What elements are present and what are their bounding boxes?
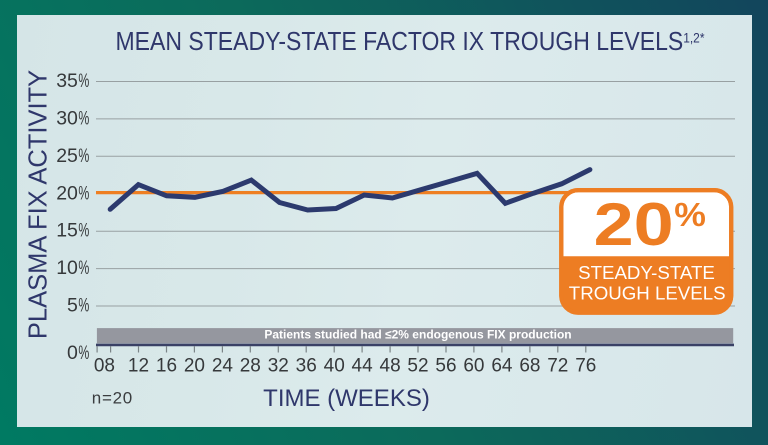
svg-text:32: 32 <box>268 355 289 376</box>
svg-text:%: % <box>78 295 89 317</box>
svg-text:08: 08 <box>94 355 115 376</box>
svg-text:44: 44 <box>352 355 374 376</box>
svg-text:12: 12 <box>128 355 149 376</box>
svg-text:%: % <box>78 220 89 242</box>
svg-text:72: 72 <box>547 355 568 376</box>
svg-text:0: 0 <box>67 342 78 364</box>
svg-text:%: % <box>78 257 89 279</box>
svg-text:40: 40 <box>324 355 345 376</box>
svg-text:76: 76 <box>575 355 596 376</box>
svg-text:%: % <box>674 197 706 234</box>
svg-text:PLASMA FIX ACTIVITY: PLASMA FIX ACTIVITY <box>25 70 53 339</box>
svg-text:35: 35 <box>56 70 78 92</box>
svg-text:20: 20 <box>594 191 674 258</box>
svg-text:25: 25 <box>56 145 78 167</box>
svg-text:30: 30 <box>56 107 78 129</box>
svg-text:52: 52 <box>407 355 428 376</box>
svg-text:TIME (WEEKS): TIME (WEEKS) <box>263 385 430 412</box>
svg-text:%: % <box>78 183 89 205</box>
svg-text:%: % <box>78 108 89 130</box>
svg-text:36: 36 <box>296 355 317 376</box>
svg-text:28: 28 <box>240 355 261 376</box>
svg-text:15: 15 <box>56 220 78 242</box>
svg-text:%: % <box>78 70 89 92</box>
svg-text:20: 20 <box>56 182 78 204</box>
svg-text:16: 16 <box>156 355 177 376</box>
svg-text:48: 48 <box>380 355 401 376</box>
svg-text:64: 64 <box>491 355 513 376</box>
svg-text:%: % <box>78 342 89 364</box>
svg-text:Patients studied had ≤2% endog: Patients studied had ≤2% endogenous FIX … <box>264 327 571 341</box>
svg-text:STEADY-STATE: STEADY-STATE <box>578 262 715 283</box>
svg-text:TROUGH LEVELS: TROUGH LEVELS <box>569 282 726 303</box>
svg-text:68: 68 <box>519 355 540 376</box>
svg-text:60: 60 <box>463 355 484 376</box>
svg-text:5: 5 <box>67 295 78 317</box>
svg-text:56: 56 <box>435 355 456 376</box>
svg-text:20: 20 <box>184 355 205 376</box>
svg-text:n=20: n=20 <box>92 389 133 408</box>
svg-text:10: 10 <box>56 257 78 279</box>
svg-text:%: % <box>78 145 89 167</box>
svg-text:24: 24 <box>212 355 234 376</box>
